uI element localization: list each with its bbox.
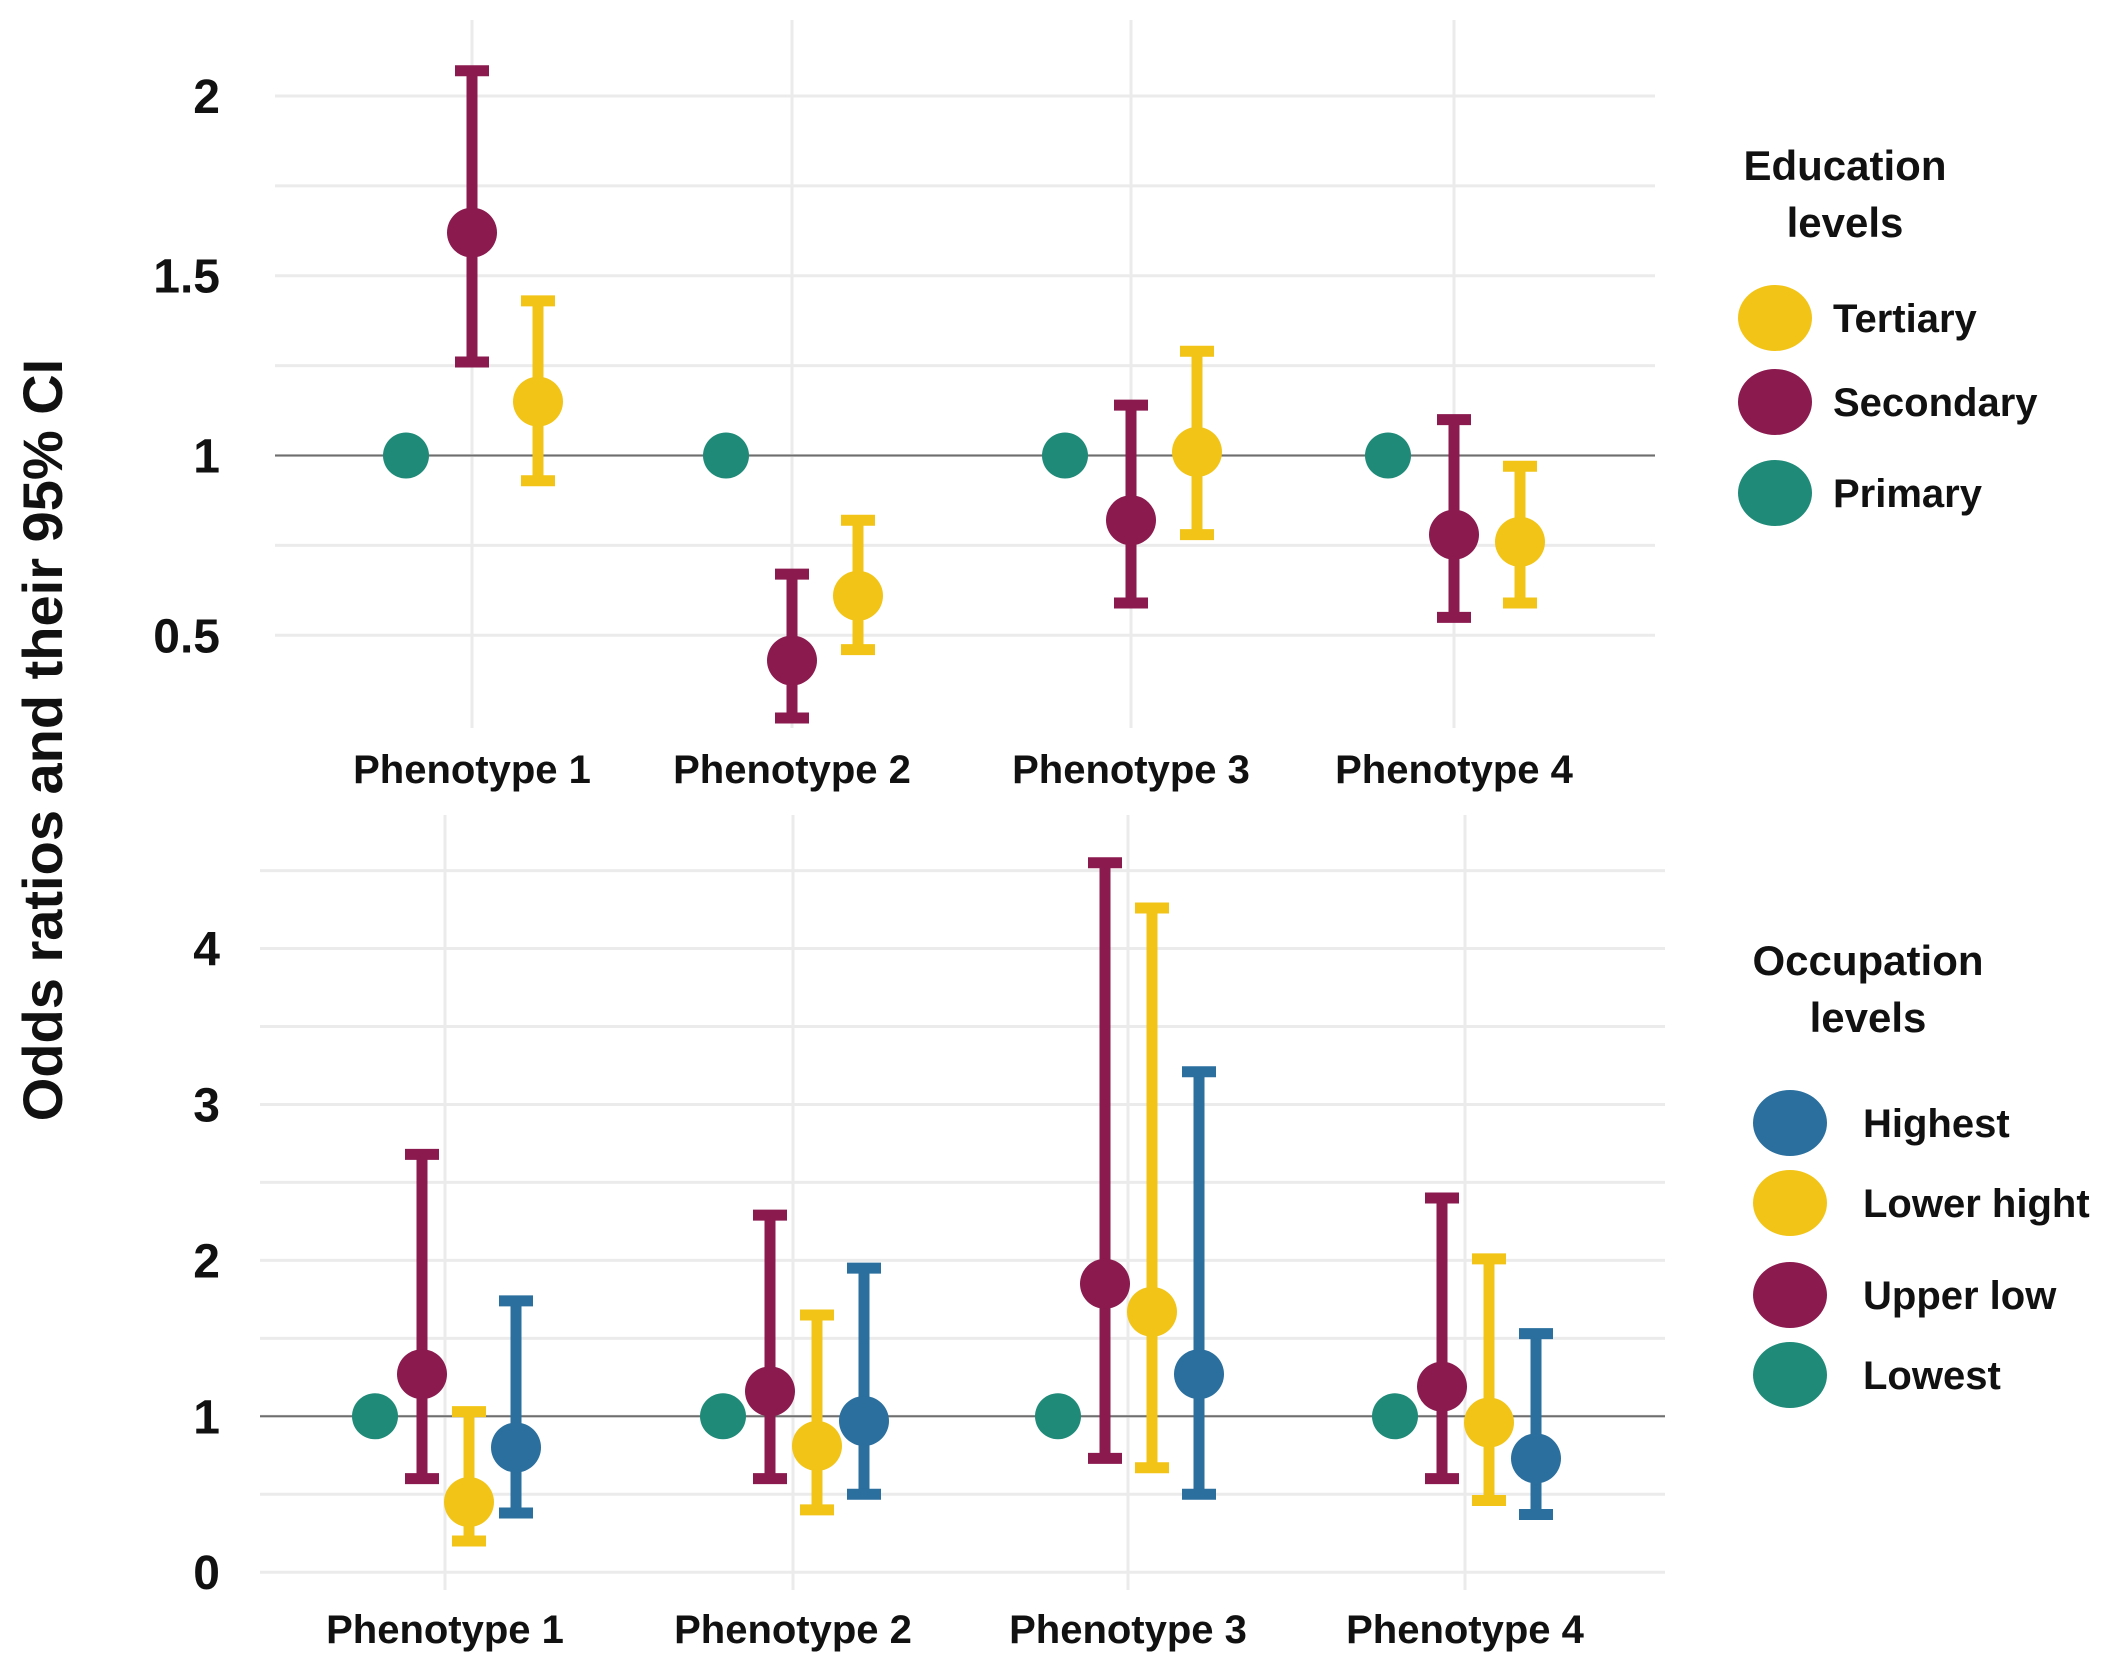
point-estimate <box>767 635 817 686</box>
point-estimate <box>1511 1433 1561 1484</box>
x-tick-label: Phenotype 4 <box>1335 748 1574 792</box>
x-tick-label: Phenotype 2 <box>674 1608 912 1652</box>
legend-swatch <box>1753 1342 1827 1408</box>
point-estimate <box>491 1422 541 1473</box>
legend-swatch <box>1753 1090 1827 1156</box>
point-estimate <box>792 1420 842 1471</box>
legend-label: Lowest <box>1863 1354 2001 1398</box>
y-tick-label: 2 <box>193 71 220 124</box>
point-estimate <box>839 1395 889 1446</box>
point-estimate <box>352 1393 398 1440</box>
x-tick-label: Phenotype 3 <box>1009 1608 1247 1652</box>
point-estimate <box>703 432 749 479</box>
point-estimate <box>1372 1393 1418 1440</box>
point-estimate <box>1035 1393 1081 1440</box>
x-tick-label: Phenotype 1 <box>353 748 591 792</box>
chart-panel-2: 0 1 2 3 4 Phenotype 1 Phenotype 2 Phenotype 3 Ph… <box>193 815 2090 1652</box>
series-lower-hight <box>444 902 1514 1547</box>
y-tick-label: 2 <box>193 1235 220 1288</box>
legend-label: Highest <box>1863 1102 2010 1146</box>
point-estimate <box>397 1349 447 1400</box>
point-estimate <box>1174 1349 1224 1400</box>
point-estimate <box>1172 426 1222 477</box>
legend-label: Primary <box>1833 472 1983 516</box>
series-highest <box>491 1066 1561 1521</box>
point-estimate <box>383 432 429 479</box>
point-estimate <box>1464 1397 1514 1448</box>
legend-label: Tertiary <box>1833 297 1978 341</box>
point-estimate <box>444 1477 494 1528</box>
legend-1: Education levels Tertiary Secondary Primary <box>1738 142 2038 526</box>
legend-title: levels <box>1810 994 1927 1041</box>
x-tick-label: Phenotype 2 <box>673 748 911 792</box>
point-estimate <box>513 376 563 427</box>
point-estimate <box>1365 432 1411 479</box>
series-primary <box>383 432 1411 479</box>
series-lowest <box>352 1393 1418 1440</box>
point-estimate <box>1042 432 1088 479</box>
legend-swatch <box>1738 369 1812 435</box>
y-tick-label: 4 <box>193 924 220 977</box>
series-upper-low <box>397 857 1467 1485</box>
point-estimate <box>447 207 497 258</box>
legend-title: levels <box>1787 199 1904 246</box>
y-tick-label: 1 <box>193 1391 220 1444</box>
legend-swatch <box>1738 460 1812 526</box>
x-tick-label: Phenotype 4 <box>1346 1608 1585 1652</box>
legend-label: Lower hight <box>1863 1182 2090 1226</box>
point-estimate <box>1417 1361 1467 1412</box>
point-estimate <box>1495 516 1545 567</box>
y-tick-label: 1.5 <box>153 251 220 304</box>
y-axis-label: Odds ratios and their 95% CI <box>11 359 74 1121</box>
point-estimate <box>833 570 883 621</box>
legend-swatch <box>1753 1262 1827 1328</box>
y-tick-label: 3 <box>193 1079 220 1132</box>
legend-label: Upper low <box>1863 1274 2057 1318</box>
legend-swatch <box>1738 285 1812 351</box>
y-tick-label: 0.5 <box>153 610 220 663</box>
point-estimate <box>1106 495 1156 546</box>
legend-title: Education <box>1743 142 1946 189</box>
legend-title: Occupation <box>1752 937 1983 984</box>
point-estimate <box>1127 1286 1177 1337</box>
point-estimate <box>700 1393 746 1440</box>
series-tertiary <box>513 295 1545 656</box>
legend-label: Secondary <box>1833 381 2038 425</box>
point-estimate <box>1080 1258 1130 1309</box>
point-estimate <box>745 1366 795 1417</box>
point-estimate <box>1429 509 1479 560</box>
y-tick-label: 0 <box>193 1547 220 1600</box>
x-tick-label: Phenotype 3 <box>1012 748 1250 792</box>
x-tick-label: Phenotype 1 <box>326 1608 564 1652</box>
chart-panel-1: 0.5 1 1.5 2 Phenotype 1 Phenotype 2 Phenotype … <box>153 20 2038 792</box>
legend-swatch <box>1753 1170 1827 1236</box>
legend-2: Occupation levels Highest Lower hight Upper … <box>1752 937 2090 1408</box>
y-tick-label: 1 <box>193 431 220 484</box>
series-secondary <box>447 65 1479 724</box>
